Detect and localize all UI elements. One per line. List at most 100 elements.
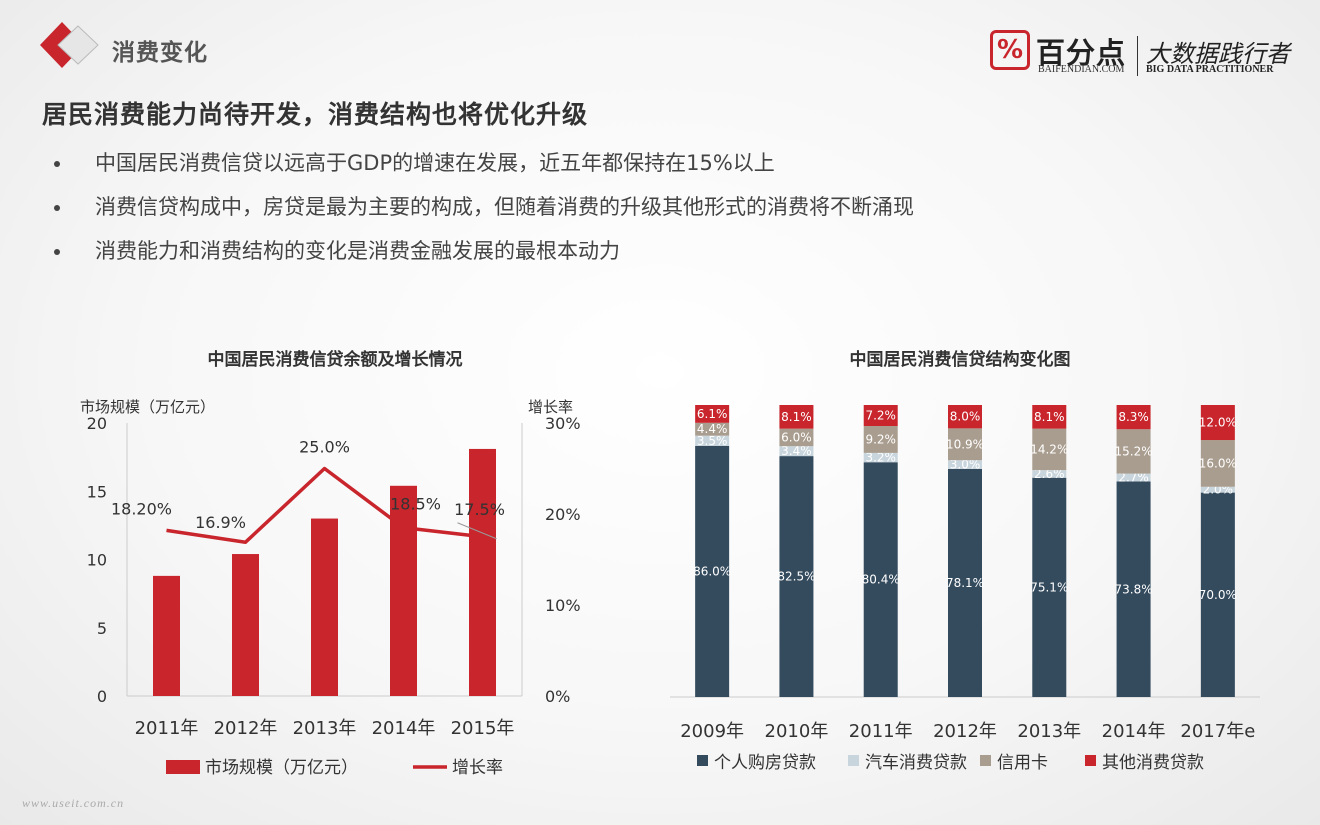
chart1-legend-bar-label: 市场规模（万亿元） (205, 758, 358, 778)
chart2-data-label: 16.0% (1199, 456, 1237, 470)
chart1-x-tick-label: 2011年 (135, 718, 199, 739)
chart2-x-tick-label: 2017年e (1180, 721, 1255, 742)
chart1-bar (311, 518, 338, 696)
chart2-bar-segment (948, 405, 982, 429)
chart2-bar-segment (695, 435, 730, 446)
chart2-legend-swatch (980, 755, 991, 766)
chart2-bar-segment (948, 428, 982, 461)
chart2-x-tick-label: 2011年 (849, 721, 913, 742)
chart2-data-label: 2.7% (1118, 471, 1149, 485)
chart2-legend-label: 其他消费贷款 (1102, 753, 1204, 773)
chart2-data-label: 8.1% (1034, 410, 1065, 424)
chart1-legend-line-label: 增长率 (452, 758, 503, 778)
chart2-bar-segment (1032, 470, 1067, 478)
brand-divider (1137, 36, 1138, 76)
chart2-legend-label: 信用卡 (997, 753, 1048, 773)
chart2-data-label: 6.1% (697, 407, 728, 421)
chart1-data-label: 17.5% (454, 500, 505, 519)
bullet-list: 中国居民消费信贷以远高于GDP的增速在发展，近五年都保持在15%以上 消费信贷构… (50, 148, 914, 280)
chart2-bar-segment (1032, 428, 1067, 471)
chart2-bar-segment (863, 462, 898, 697)
chart1-data-label: 16.9% (195, 513, 246, 532)
chart1-right-tick-label: 20% (545, 505, 581, 524)
bullet-text: 中国居民消费信贷以远高于GDP的增速在发展，近五年都保持在15%以上 (95, 151, 775, 175)
brand-logo: % 百分点 BAIFENDIAN.COM 大数据践行者 BIG DATA PRA… (990, 30, 1290, 76)
chart1-bar (153, 575, 180, 696)
chart2-data-label: 80.4% (862, 573, 900, 587)
chart2-bar-segment (1032, 405, 1067, 429)
chart1-data-label: 25.0% (299, 438, 350, 457)
chart1-growth-line (166, 466, 483, 544)
chart1-svg: 市场规模（万亿元） 增长率 0 5 10 15 20 0% 10% 20% 30% 18.20% 16.… (80, 398, 581, 778)
chart2-data-label: 14.2% (1030, 442, 1068, 456)
bullet-dot-icon (54, 249, 60, 255)
chart2-data-label: 15.2% (1115, 444, 1153, 458)
chart1-bar (390, 485, 417, 696)
chart2-bar-segment (948, 468, 982, 697)
chart2-data-label: 8.3% (1118, 410, 1149, 424)
chart1-left-tick-label: 20 (87, 414, 107, 433)
chart2-data-label: 2.6% (1034, 467, 1065, 481)
chart2-bar-segment (1116, 473, 1151, 482)
chart2-bar-segment (1200, 405, 1235, 441)
brand-name: 百分点 (1036, 36, 1127, 70)
chart2-bar-segment (695, 445, 730, 697)
chart1-data-label: 18.5% (390, 495, 441, 514)
chart2-data-label: 9.2% (865, 432, 896, 446)
chart2-bar-segment (779, 405, 814, 429)
bullet-text: 消费能力和消费结构的变化是消费金融发展的最根本动力 (95, 239, 620, 263)
chart1-title: 中国居民消费信贷余额及增长情况 (207, 350, 463, 370)
chart2-legend-swatch (1085, 755, 1096, 766)
chart1-x-tick-label: 2013年 (293, 718, 357, 739)
chart2-data-label: 3.5% (697, 434, 728, 448)
chart2-data-label: 8.0% (950, 410, 981, 424)
chart1-left-tick-label: 5 (97, 619, 107, 638)
chart1-bar (469, 448, 496, 696)
chart2-x-tick-label: 2012年 (933, 721, 997, 742)
chart2-bar-segment (1116, 405, 1151, 430)
brand-slogan-en: BIG DATA PRACTITIONER (1146, 64, 1274, 75)
bullet-item: 中国居民消费信贷以远高于GDP的增速在发展，近五年都保持在15%以上 (50, 148, 914, 192)
chart1-x-tick-label: 2012年 (214, 718, 278, 739)
chart2-bar-segment (1200, 492, 1235, 697)
chart2-bar-segment (779, 456, 814, 697)
chart2-bar-segment (695, 422, 730, 436)
section-logo-icon (40, 22, 99, 68)
bullet-item: 消费信贷构成中，房贷是最为主要的构成，但随着消费的升级其他形式的消费将不断涌现 (50, 192, 914, 236)
chart2-data-label: 86.0% (693, 564, 731, 578)
chart2-legend-label: 个人购房贷款 (714, 753, 816, 773)
chart2-legend-label: 汽车消费贷款 (865, 753, 967, 773)
chart1-left-axis-label: 市场规模（万亿元） (80, 398, 215, 416)
chart1-x-tick-label: 2015年 (451, 718, 515, 739)
brand-percent-icon: % (990, 30, 1030, 70)
chart2-x-tick-label: 2013年 (1017, 721, 1081, 742)
chart2-data-label: 75.1% (1030, 580, 1068, 594)
chart2-data-label: 12.0% (1199, 416, 1237, 430)
chart1-data-label: 18.20% (111, 499, 172, 518)
chart2-bar-segment (863, 426, 898, 453)
bullet-dot-icon (54, 161, 60, 167)
chart1-right-axis-label: 增长率 (528, 398, 573, 416)
chart1-x-tick-label: 2014年 (372, 718, 436, 739)
chart2-data-label: 73.8% (1115, 582, 1153, 596)
chart2-bar-segment (863, 405, 898, 427)
chart2-data-label: 3.4% (781, 444, 812, 458)
chart2-svg: 86.0% 3.5%4.4%6.1% 2009年 82.5% 3.4%6.0% 8.1% 2… (670, 405, 1260, 773)
chart2-data-label: 8.1% (781, 410, 812, 424)
bullet-item: 消费能力和消费结构的变化是消费金融发展的最根本动力 (50, 236, 914, 280)
chart1-left-tick-label: 0 (97, 687, 107, 706)
chart2-data-label: 82.5% (777, 570, 815, 584)
chart1-bar (232, 554, 259, 696)
headline: 居民消费能力尚待开发，消费结构也将优化升级 (42, 100, 589, 129)
chart2-bar-segment (1200, 440, 1235, 487)
chart2-data-label: 78.1% (946, 576, 984, 590)
chart2-x-tick-label: 2014年 (1102, 721, 1166, 742)
chart2-bar-segment (695, 405, 730, 423)
chart2-bar-segment (1032, 477, 1067, 697)
chart2-bar-segment (948, 460, 982, 469)
chart2-title: 中国居民消费信贷结构变化图 (849, 350, 1071, 370)
chart2-bar-segment (1200, 486, 1235, 493)
chart2-data-label: 3.2% (865, 451, 896, 465)
chart2-bar-segment (779, 446, 814, 457)
